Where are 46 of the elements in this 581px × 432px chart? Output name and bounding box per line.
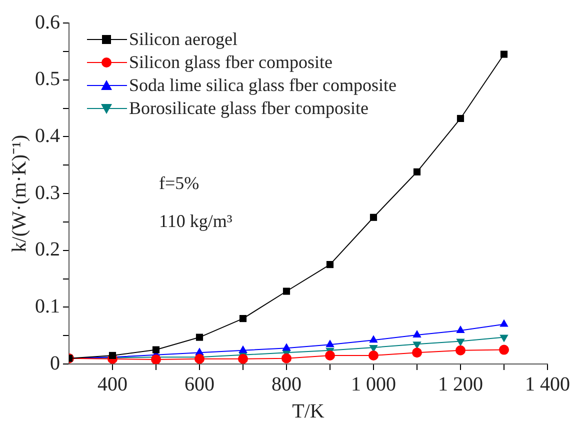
point — [412, 330, 422, 338]
y-tick-label: 0.2 — [35, 238, 60, 261]
annotation: 110 kg/m³ — [159, 211, 232, 232]
point — [368, 350, 378, 360]
x-axis-title: T/K — [292, 400, 325, 422]
point — [239, 315, 247, 322]
point — [499, 344, 509, 355]
point — [325, 350, 335, 360]
point — [282, 343, 291, 351]
x-tick-label: 400 — [98, 373, 128, 396]
x-tick-label: 1 200 — [438, 373, 483, 396]
point — [456, 114, 464, 122]
x-tick-label: 1 000 — [351, 373, 396, 396]
point — [456, 338, 465, 346]
y-tick-label: 0.4 — [35, 124, 60, 147]
point — [500, 50, 508, 58]
point — [500, 319, 508, 327]
legend-label: Silicon aerogel — [129, 28, 238, 51]
point — [456, 325, 465, 333]
point — [282, 353, 292, 364]
point — [282, 288, 290, 295]
legend-label: Soda lime silica glass fber composite — [129, 74, 396, 97]
point — [238, 345, 248, 353]
y-tick-label: 0.5 — [35, 68, 60, 90]
x-tick-label: 600 — [184, 373, 214, 396]
point — [152, 346, 160, 354]
point — [326, 261, 334, 268]
legend-label: Borosilicate glass fber composite — [129, 97, 368, 120]
x-tick-label: 1 400 — [525, 373, 570, 396]
legend-label: Silicon glass fber composite — [129, 51, 332, 74]
point — [413, 168, 421, 176]
y-tick-label: 0 — [50, 352, 60, 374]
y-axis-title: k/(W·(m·K)⁻¹) — [8, 134, 30, 252]
point — [456, 345, 466, 356]
point — [326, 340, 334, 348]
y-tick-label: 0.1 — [35, 295, 60, 318]
y-tick-label: 0.3 — [35, 182, 60, 204]
annotation: f=5% — [159, 173, 200, 194]
point — [369, 335, 378, 343]
point — [238, 354, 248, 364]
x-tick-label: 800 — [272, 373, 302, 396]
y-tick-label: 0.6 — [35, 11, 60, 34]
point — [196, 334, 204, 341]
point — [370, 214, 378, 221]
point — [500, 334, 508, 342]
point — [412, 348, 422, 358]
